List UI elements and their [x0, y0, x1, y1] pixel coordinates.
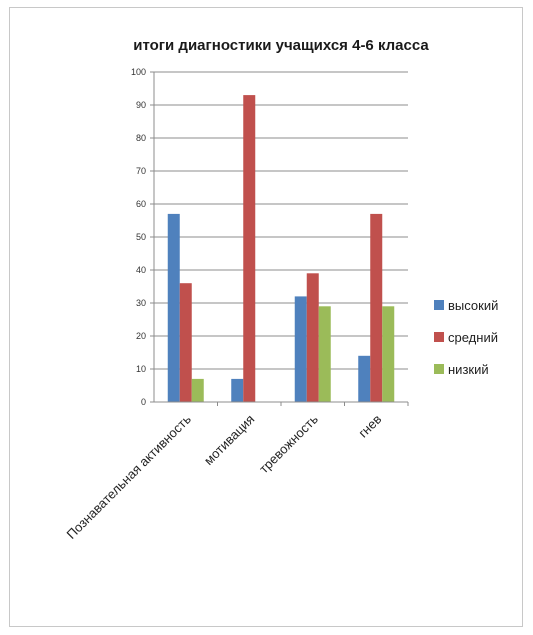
chart-svg: итоги диагностики учащихся 4-6 класса 0 1…	[64, 37, 499, 542]
y-tick-label: 60	[136, 199, 146, 209]
legend-swatch	[434, 300, 444, 310]
legend-label: высокий	[448, 298, 498, 313]
y-tick-label: 100	[131, 67, 146, 77]
grid-layer	[154, 71, 408, 370]
bar-средний	[370, 213, 383, 402]
y-tick-label: 0	[141, 397, 146, 407]
bar-низкий	[191, 378, 204, 402]
y-tick-label: 90	[136, 100, 146, 110]
chart-frame: итоги диагностики учащихся 4-6 класса 0 1…	[9, 7, 523, 627]
x-tick-label: гнев	[355, 411, 384, 440]
y-tick-label: 40	[136, 265, 146, 275]
y-tick-label: 30	[136, 298, 146, 308]
y-tick-label: 80	[136, 133, 146, 143]
chart-title: итоги диагностики учащихся 4-6 класса	[133, 37, 429, 54]
y-tick-label: 20	[136, 331, 146, 341]
y-tick-label: 50	[136, 232, 146, 242]
legend-swatch	[434, 332, 444, 342]
bar-средний	[243, 95, 256, 402]
x-tick-label: Познавательная активность	[64, 411, 195, 542]
bar-средний	[179, 283, 192, 402]
legend-swatch	[434, 364, 444, 374]
bar-layer	[167, 95, 395, 402]
y-tick-label: 10	[136, 364, 146, 374]
y-tick-label: 70	[136, 166, 146, 176]
legend-label: низкий	[448, 362, 489, 377]
bar-высокий	[167, 213, 180, 402]
bar-низкий	[382, 306, 395, 402]
bar-высокий	[358, 355, 371, 402]
x-tick-label: тревожность	[256, 411, 321, 476]
bar-средний	[306, 273, 319, 402]
bar-высокий	[294, 296, 307, 402]
bar-высокий	[231, 378, 244, 402]
bar-низкий	[318, 306, 331, 402]
legend-label: средний	[448, 330, 498, 345]
x-tick-label: мотивация	[201, 412, 257, 468]
legend: высокий средний низкий	[434, 298, 498, 377]
